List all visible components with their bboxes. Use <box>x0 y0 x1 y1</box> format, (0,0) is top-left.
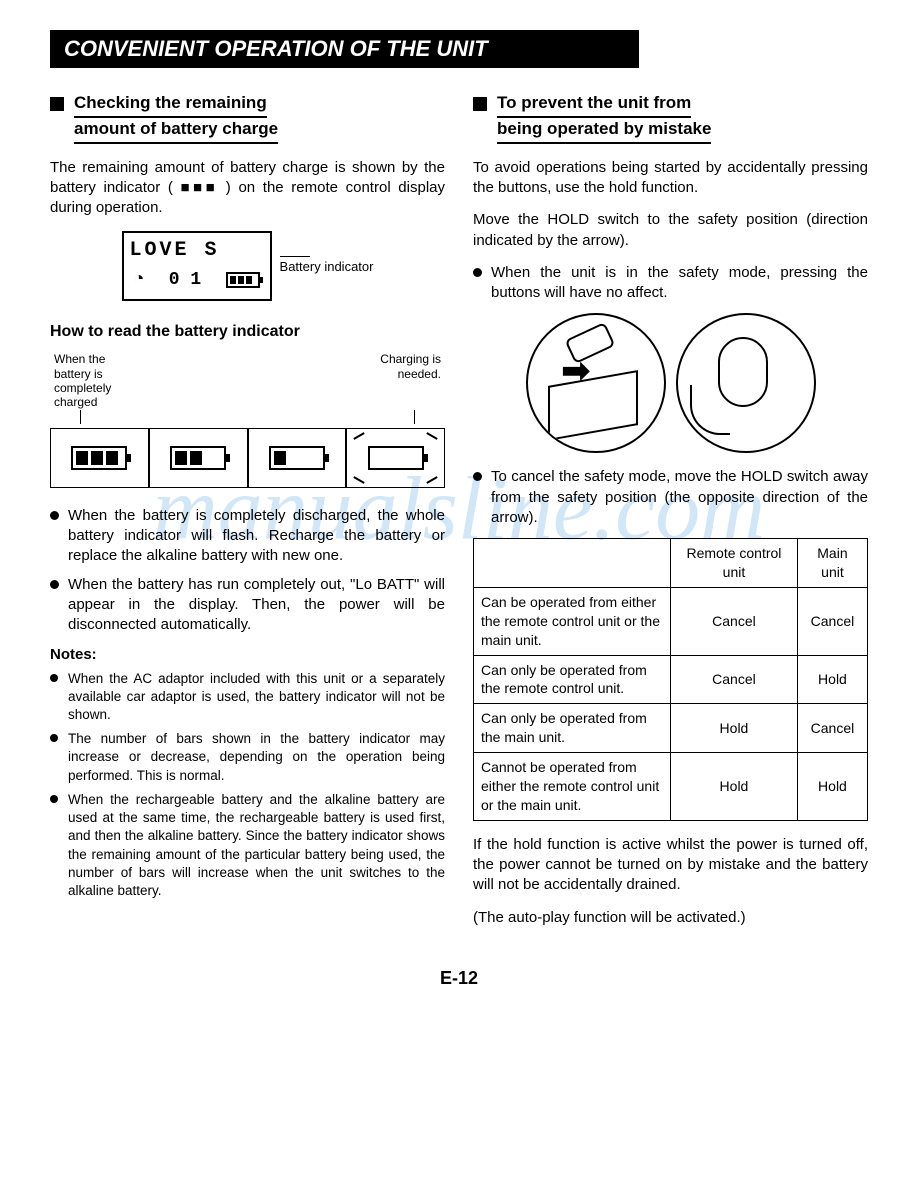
table-header: Main unit <box>797 539 867 588</box>
left-column: Checking the remaining amount of battery… <box>50 92 445 940</box>
note-item: The number of bars shown in the battery … <box>50 730 445 785</box>
indicator-row <box>50 428 445 488</box>
title-line: To prevent the unit from <box>497 92 691 118</box>
title-line: being operated by mistake <box>497 118 711 144</box>
battery-icon <box>226 272 260 288</box>
bullet-item: When the unit is in the safety mode, pre… <box>473 263 868 304</box>
paragraph: Move the HOLD switch to the safety posit… <box>473 210 868 251</box>
title-line: Checking the remaining <box>74 92 267 118</box>
table-cell: Cancel <box>797 587 867 655</box>
lcd-line1: LOVE S <box>130 237 264 264</box>
illus-remote <box>676 313 816 453</box>
bullet-item: When the battery has run completely out,… <box>50 575 445 636</box>
label-empty: Charging is needed. <box>361 352 441 410</box>
table-cell: Cannot be operated from either the remot… <box>474 753 671 821</box>
table-cell: Hold <box>797 753 867 821</box>
table-cell: Can only be operated from the remote con… <box>474 655 671 704</box>
table-cell: Cancel <box>671 655 798 704</box>
page-number: E-12 <box>50 968 868 989</box>
indicator-cell <box>248 428 347 488</box>
illus-main-unit: ➡ <box>526 313 666 453</box>
table-header <box>474 539 671 588</box>
table-header: Remote control unit <box>671 539 798 588</box>
lcd-display: LOVE S ◔ 0 1 <box>122 231 272 301</box>
hold-illustration: ➡ <box>473 313 868 453</box>
left-section-title: Checking the remaining amount of battery… <box>74 92 278 144</box>
indicator-cell <box>50 428 149 488</box>
table-cell: Cancel <box>671 587 798 655</box>
square-bullet-icon <box>50 97 64 111</box>
indicator-subhead: How to read the battery indicator <box>50 321 445 343</box>
lcd-label: Battery indicator <box>280 259 374 275</box>
bullet-item: To cancel the safety mode, move the HOLD… <box>473 467 868 528</box>
paragraph: To avoid operations being started by acc… <box>473 158 868 199</box>
indicator-cell <box>149 428 248 488</box>
table-cell: Can only be operated from the main unit. <box>474 704 671 753</box>
bullet-item: When the battery is completely discharge… <box>50 506 445 567</box>
hold-table: Remote control unit Main unit Can be ope… <box>473 538 868 821</box>
table-cell: Cancel <box>797 704 867 753</box>
title-line: amount of battery charge <box>74 118 278 144</box>
page-banner: CONVENIENT OPERATION OF THE UNIT <box>50 30 639 68</box>
intro-paragraph: The remaining amount of battery charge i… <box>50 158 445 219</box>
right-section-title: To prevent the unit from being operated … <box>497 92 711 144</box>
notes-heading: Notes: <box>50 645 445 665</box>
lcd-label-wrap: Battery indicator <box>280 256 374 275</box>
indicator-cell-flash <box>346 428 445 488</box>
right-column: To prevent the unit from being operated … <box>473 92 868 940</box>
paragraph: (The auto-play function will be activate… <box>473 908 868 928</box>
square-bullet-icon <box>473 97 487 111</box>
table-cell: Hold <box>797 655 867 704</box>
table-cell: Hold <box>671 753 798 821</box>
lcd-track: 0 1 <box>169 268 201 292</box>
paragraph: If the hold function is active whilst th… <box>473 835 868 896</box>
table-cell: Can be operated from either the remote c… <box>474 587 671 655</box>
label-full: When the battery is completely charged <box>54 352 134 410</box>
lcd-clock-icon: ◔ <box>134 268 145 292</box>
table-cell: Hold <box>671 704 798 753</box>
note-item: When the rechargeable battery and the al… <box>50 791 445 900</box>
note-item: When the AC adaptor included with this u… <box>50 670 445 725</box>
